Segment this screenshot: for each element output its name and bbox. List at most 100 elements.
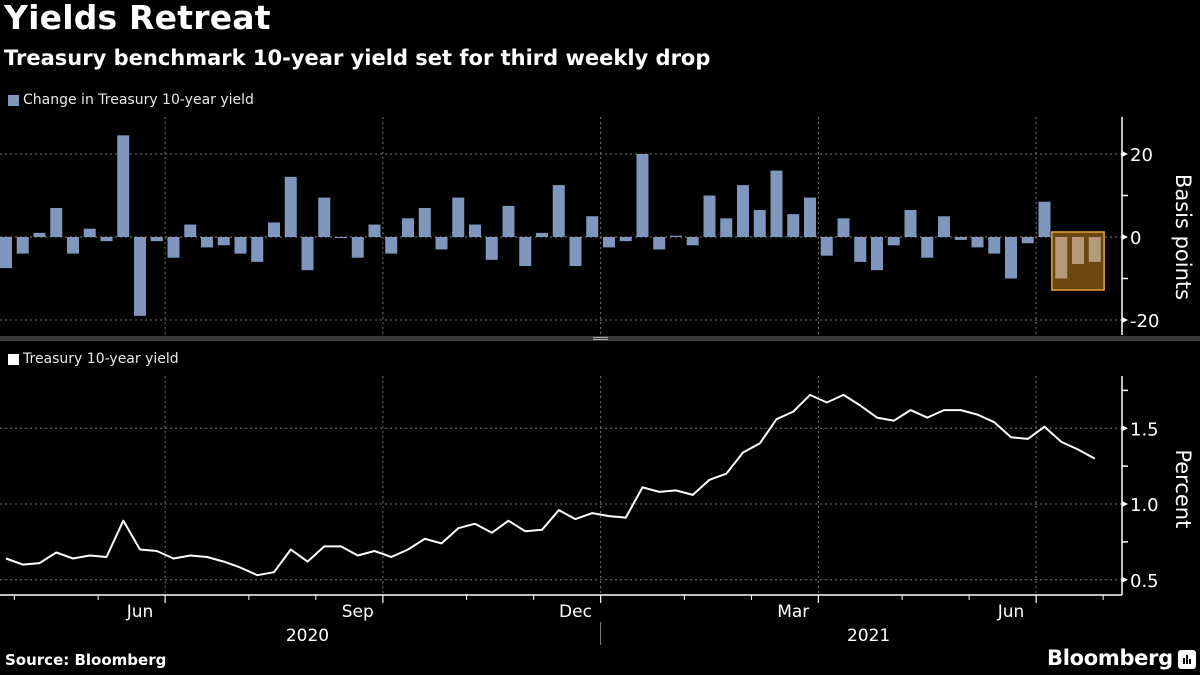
line-tick-label: 1.5 bbox=[1130, 419, 1159, 440]
bloomberg-logo: Bloomberg bbox=[1047, 646, 1173, 670]
bar bbox=[134, 237, 146, 316]
bar bbox=[1038, 201, 1051, 237]
x-year-label: 2021 bbox=[847, 626, 890, 646]
bar bbox=[251, 237, 264, 262]
bar-tick-pointer bbox=[1122, 317, 1128, 323]
bar bbox=[150, 237, 163, 242]
bar-legend: Change in Treasury 10-year yield bbox=[8, 92, 254, 108]
bar bbox=[33, 232, 46, 237]
x-month-label: Sep bbox=[342, 602, 374, 622]
line-legend-swatch bbox=[8, 353, 19, 365]
bar bbox=[904, 210, 917, 237]
line-y-axis: 0.5 1.0 1.5 Percent bbox=[1121, 376, 1195, 595]
chart-title: Yields Retreat bbox=[4, 0, 271, 37]
bar-legend-swatch bbox=[8, 94, 19, 106]
line-series bbox=[5, 393, 1096, 577]
bar bbox=[536, 232, 548, 237]
bar bbox=[753, 210, 766, 237]
bar-tick-pointer bbox=[1122, 151, 1128, 157]
bar bbox=[938, 216, 950, 237]
bar bbox=[720, 218, 733, 237]
bar bbox=[67, 237, 79, 254]
line-tick-pointer bbox=[1122, 501, 1128, 507]
line-legend: Treasury 10-year yield bbox=[8, 351, 179, 367]
bar bbox=[686, 237, 699, 246]
bar bbox=[502, 205, 515, 237]
bar bbox=[921, 237, 934, 258]
bar bbox=[469, 224, 481, 237]
bar bbox=[284, 176, 297, 237]
bar-axis-title: Basis points bbox=[1171, 174, 1195, 300]
bar bbox=[837, 218, 850, 237]
bar bbox=[402, 218, 414, 237]
bar bbox=[586, 216, 599, 237]
bar bbox=[770, 170, 783, 237]
bar-legend-label: Change in Treasury 10-year yield bbox=[23, 92, 254, 108]
bar bbox=[954, 237, 967, 240]
bar bbox=[636, 154, 649, 237]
bar bbox=[971, 237, 984, 248]
bar bbox=[167, 237, 180, 258]
bar bbox=[100, 237, 113, 242]
bar bbox=[117, 135, 130, 237]
bar bbox=[871, 237, 883, 271]
bar bbox=[50, 207, 63, 237]
x-month-label: Jun bbox=[126, 602, 154, 622]
bar bbox=[552, 185, 565, 237]
bar bbox=[318, 197, 331, 237]
line-axis-title: Percent bbox=[1171, 449, 1195, 528]
bar bbox=[1072, 237, 1084, 264]
bar bbox=[1021, 237, 1034, 244]
bar bbox=[603, 237, 615, 248]
bar bbox=[184, 224, 197, 237]
line-tick-pointer bbox=[1122, 576, 1128, 583]
bar bbox=[201, 237, 213, 248]
bar bbox=[519, 237, 532, 267]
bar bbox=[368, 224, 381, 237]
bar bbox=[485, 237, 498, 260]
bar bbox=[217, 237, 230, 246]
bar bbox=[0, 237, 12, 269]
bar bbox=[787, 214, 800, 237]
bar bbox=[703, 195, 716, 237]
line-gridlines bbox=[0, 376, 1122, 595]
panel-separator[interactable] bbox=[0, 336, 1200, 341]
bar-y-axis: -20 0 20 Basis points bbox=[1121, 117, 1195, 335]
x-year-label: 2020 bbox=[286, 626, 329, 646]
line-tick-label: 1.0 bbox=[1130, 495, 1159, 516]
chart-subtitle: Treasury benchmark 10-year yield set for… bbox=[4, 46, 711, 70]
bar bbox=[351, 237, 364, 258]
bar bbox=[854, 237, 867, 262]
line-legend-label: Treasury 10-year yield bbox=[23, 351, 179, 367]
source-note: Source: Bloomberg bbox=[5, 651, 167, 669]
line-tick-pointer bbox=[1122, 425, 1128, 432]
bar bbox=[653, 237, 666, 250]
yield-line bbox=[5, 393, 1096, 577]
line-tick-label: 0.5 bbox=[1130, 571, 1159, 592]
bar-series bbox=[0, 135, 1105, 316]
bar bbox=[804, 197, 816, 237]
bar bbox=[301, 237, 314, 271]
bar bbox=[820, 237, 833, 256]
bar bbox=[569, 237, 582, 267]
separator-grip-handle[interactable] bbox=[593, 337, 608, 340]
x-month-label: Mar bbox=[777, 602, 809, 622]
bar bbox=[83, 228, 96, 237]
bar bbox=[234, 237, 247, 254]
x-axis: Jun Sep Dec Mar Jun 2020 2021 bbox=[0, 594, 1122, 646]
bar bbox=[737, 185, 749, 237]
bar bbox=[452, 197, 465, 237]
bar-tick-label: 0 bbox=[1130, 228, 1141, 249]
bar bbox=[1088, 237, 1101, 262]
bar bbox=[988, 237, 1001, 254]
bar bbox=[1005, 237, 1017, 279]
bar bbox=[385, 237, 398, 254]
bar bbox=[435, 237, 448, 250]
x-month-label: Jun bbox=[997, 602, 1025, 622]
bloomberg-chart-icon bbox=[1178, 650, 1196, 669]
bar-tick-label: 20 bbox=[1130, 145, 1153, 166]
x-month-label: Dec bbox=[559, 602, 592, 622]
bar bbox=[268, 222, 280, 237]
bar bbox=[16, 237, 29, 254]
